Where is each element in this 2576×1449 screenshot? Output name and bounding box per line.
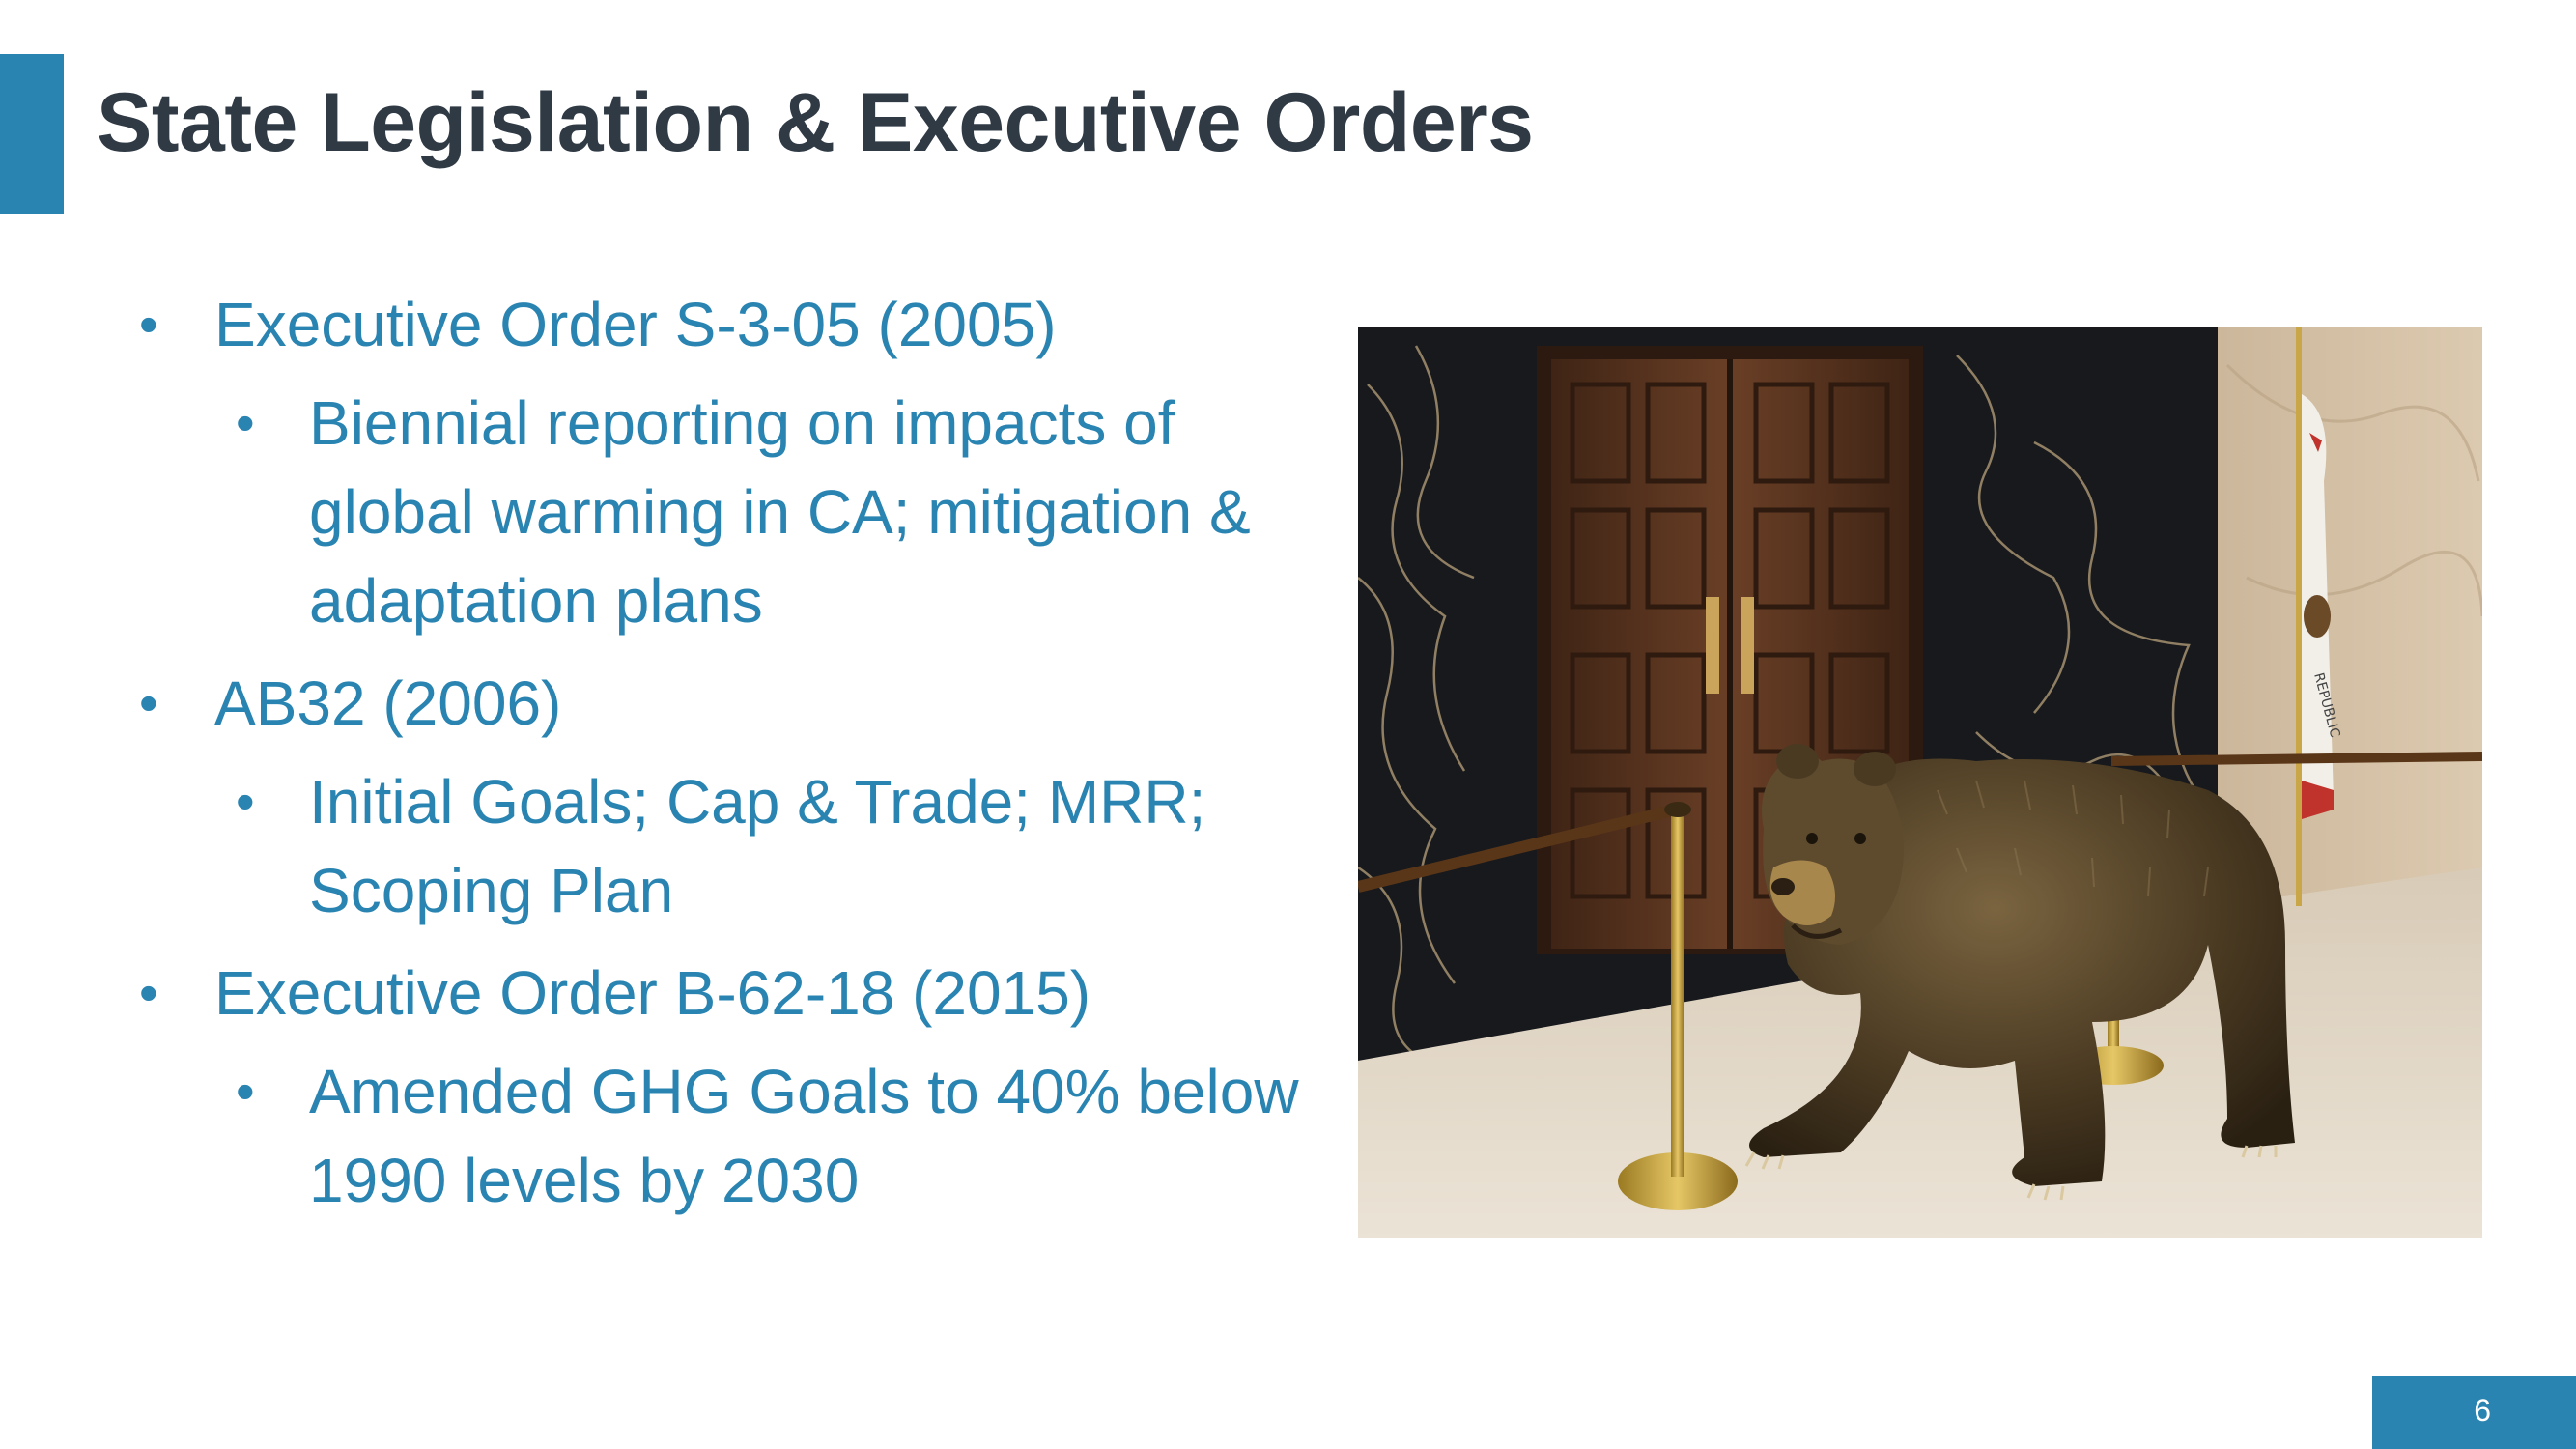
bullet-text: Executive Order S-3-05 (2005) (214, 290, 1057, 359)
title-accent-bar (0, 54, 64, 214)
bullet-item: • Biennial reporting on impacts of globa… (135, 379, 1304, 645)
bullet-dot-icon: • (236, 392, 255, 453)
bullet-dot-icon: • (139, 672, 158, 733)
bullet-dot-icon: • (236, 771, 255, 832)
page-number-box: 6 (2372, 1376, 2576, 1449)
bullet-item: • AB32 (2006) (135, 659, 1304, 748)
bullet-text: Biennial reporting on impacts of global … (309, 388, 1251, 636)
bullet-dot-icon: • (139, 962, 158, 1023)
bullet-text: Amended GHG Goals to 40% below 1990 leve… (309, 1057, 1299, 1215)
bear-statue-photo: REPUBLIC (1358, 327, 2482, 1238)
bullet-item: • Executive Order S-3-05 (2005) (135, 280, 1304, 369)
slide-title: State Legislation & Executive Orders (97, 76, 1534, 169)
bullet-item: • Initial Goals; Cap & Trade; MRR; Scopi… (135, 757, 1304, 935)
bullet-dot-icon: • (236, 1061, 255, 1122)
bullet-item: • Executive Order B-62-18 (2015) (135, 949, 1304, 1037)
page-number: 6 (2474, 1393, 2491, 1428)
bullet-item: • Amended GHG Goals to 40% below 1990 le… (135, 1047, 1304, 1225)
bullet-text: Initial Goals; Cap & Trade; MRR; Scoping… (309, 767, 1206, 925)
bullet-text: Executive Order B-62-18 (2015) (214, 958, 1091, 1028)
bullet-dot-icon: • (139, 294, 158, 355)
bullet-text: AB32 (2006) (214, 668, 562, 738)
bullet-list: • Executive Order S-3-05 (2005) • Bienni… (135, 280, 1304, 1225)
